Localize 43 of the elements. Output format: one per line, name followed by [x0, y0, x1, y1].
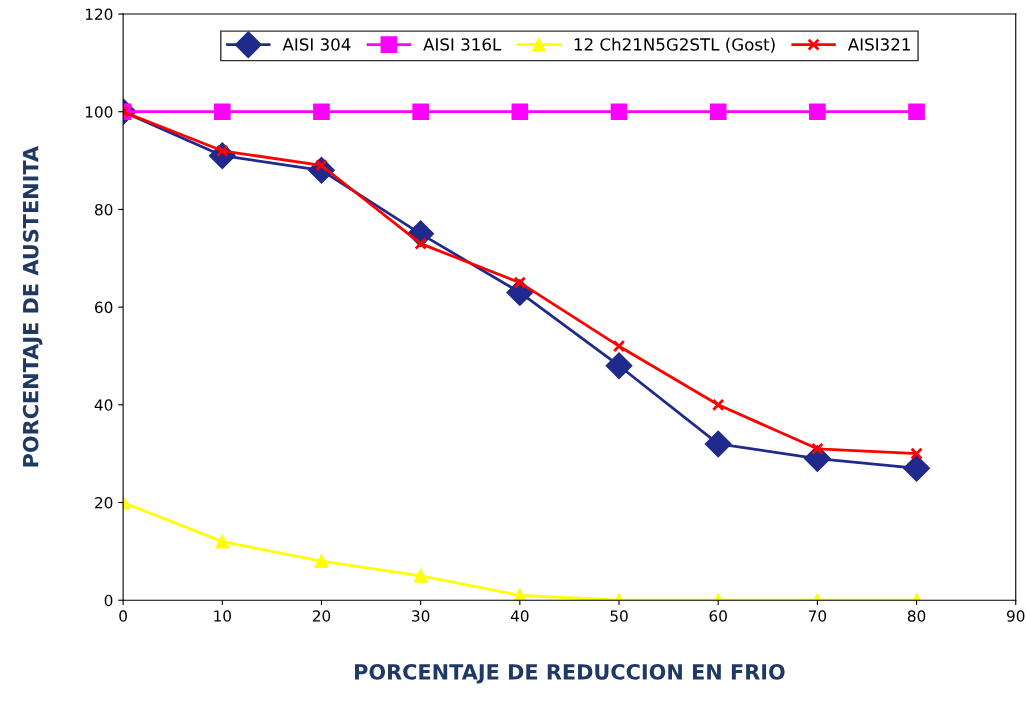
- y-axis-title: PORCENTAJE DE AUSTENITA: [22, 146, 43, 467]
- point: [709, 103, 727, 121]
- point: [412, 103, 429, 121]
- point: [213, 103, 231, 121]
- legend-label: AISI321: [847, 38, 910, 51]
- point: [711, 398, 725, 412]
- legend-label: AISI 304: [282, 38, 351, 51]
- point: [511, 103, 529, 121]
- y-tick-label: 100: [85, 106, 113, 118]
- legend-label: 12 Ch21N5G2STL (Gost): [574, 37, 775, 53]
- point: [414, 237, 427, 250]
- y-tick-label: 40: [94, 399, 113, 411]
- x-axis-title: PORCENTAJE DE REDUCCION EN FRIO: [355, 663, 785, 684]
- point: [908, 103, 925, 121]
- x-tick-label: 90: [1006, 610, 1025, 622]
- point: [513, 276, 527, 289]
- point: [903, 454, 931, 482]
- point: [811, 442, 824, 456]
- x-tick-label: 50: [610, 610, 628, 622]
- y-tick-label: 80: [94, 203, 113, 216]
- x-tick-label: 80: [907, 610, 926, 622]
- point: [215, 534, 230, 549]
- point: [704, 430, 732, 458]
- x-tick-label: 30: [412, 610, 430, 622]
- x-tick-label: 70: [808, 610, 827, 622]
- point: [612, 339, 626, 353]
- y-tick-label: 60: [95, 301, 113, 314]
- legend-label: AISI 316L: [423, 38, 502, 51]
- point: [610, 103, 628, 121]
- point: [910, 447, 923, 460]
- y-tick-label: 120: [85, 8, 113, 21]
- point: [313, 103, 330, 121]
- y-tick-label: 20: [95, 496, 113, 509]
- x-tick-label: 20: [312, 610, 331, 622]
- point: [809, 103, 826, 121]
- point: [314, 554, 329, 569]
- x-tick-label: 60: [709, 610, 727, 622]
- point: [413, 568, 428, 583]
- x-tick-label: 40: [510, 610, 529, 622]
- x-tick-label: 0: [119, 610, 127, 622]
- x-tick-label: 10: [214, 610, 232, 622]
- y-tick-label: 0: [104, 594, 113, 607]
- point: [605, 352, 633, 380]
